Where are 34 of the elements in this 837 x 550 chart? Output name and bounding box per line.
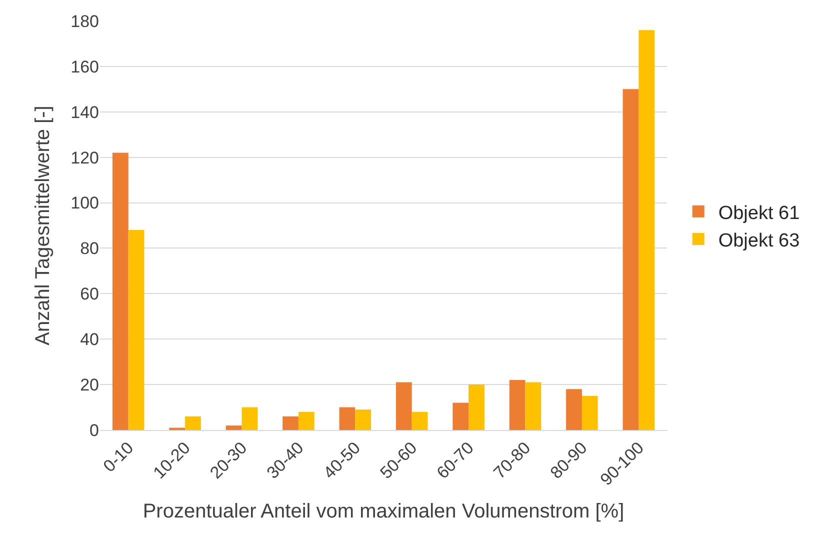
bar <box>298 412 314 430</box>
bar <box>355 410 372 430</box>
bar <box>622 89 639 430</box>
y-tick-label: 140 <box>70 102 99 122</box>
y-axis-title: Anzahl Tagesmittelwerte [-] <box>32 106 54 346</box>
legend-label: Objekt 63 <box>718 230 800 252</box>
y-tick-label: 180 <box>70 12 99 31</box>
x-axis-title: Prozentualer Anteil vom maximalen Volumenstrom [%] <box>142 500 624 523</box>
bar <box>242 407 258 430</box>
bar <box>452 402 469 430</box>
bar <box>185 416 201 430</box>
y-tick-label: 100 <box>70 194 99 213</box>
bar <box>112 152 128 430</box>
bar <box>128 230 144 430</box>
bar <box>509 380 526 430</box>
y-tick-label: 60 <box>80 284 99 304</box>
bar <box>566 389 582 430</box>
bar <box>468 384 484 430</box>
bar <box>339 407 356 430</box>
x-tick-label: 0-10 <box>100 438 138 476</box>
y-tick-label: 120 <box>70 148 99 168</box>
y-tick-label: 160 <box>70 57 99 76</box>
y-tick-label: 80 <box>80 239 99 258</box>
legend-label: Objekt 61 <box>718 202 800 224</box>
bar <box>638 30 655 430</box>
y-tick-label: 20 <box>80 376 99 395</box>
bar <box>226 425 242 430</box>
bar <box>525 382 542 430</box>
bar <box>412 412 428 430</box>
y-tick-label: 40 <box>80 330 99 350</box>
y-tick-label: 0 <box>90 420 99 440</box>
bar <box>396 382 412 430</box>
bar <box>282 416 298 430</box>
bar <box>582 396 598 430</box>
